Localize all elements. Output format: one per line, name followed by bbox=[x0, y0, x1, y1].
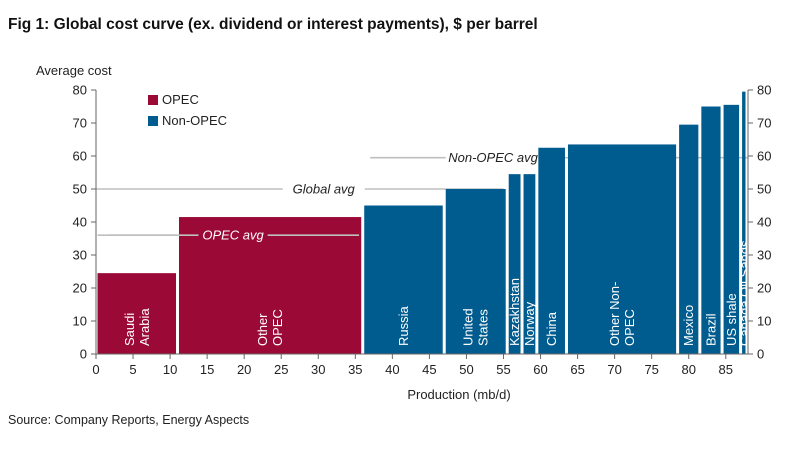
bar-label: Brazil bbox=[703, 313, 718, 346]
source-note: Source: Company Reports, Energy Aspects bbox=[8, 413, 250, 427]
y-tick-label: 70 bbox=[73, 116, 87, 131]
bar-canada-oil-sands bbox=[742, 91, 746, 355]
x-tick-label: 70 bbox=[607, 362, 621, 377]
figure-title: Fig 1: Global cost curve (ex. dividend o… bbox=[8, 16, 538, 33]
legend: OPEC Non-OPEC bbox=[148, 92, 227, 128]
bar-label: OPEC bbox=[622, 309, 637, 346]
bar-label: US shale bbox=[724, 293, 739, 346]
y-tick-label: 0 bbox=[80, 347, 87, 362]
bar-label: Russia bbox=[396, 305, 411, 346]
bar-other-opec bbox=[179, 217, 362, 354]
x-tick-label: 15 bbox=[200, 362, 214, 377]
bar-label: Other bbox=[255, 313, 270, 346]
bar-label: OPEC bbox=[270, 309, 285, 346]
bar-united-states bbox=[445, 189, 506, 354]
y-axis-label: Average cost bbox=[36, 63, 112, 78]
bar-label: United bbox=[461, 308, 476, 346]
x-tick-label: 60 bbox=[533, 362, 547, 377]
x-tick-label: 55 bbox=[496, 362, 510, 377]
x-tick-label: 75 bbox=[644, 362, 658, 377]
bar-us-shale bbox=[723, 104, 740, 354]
bar-norway bbox=[523, 174, 536, 354]
x-tick-label: 45 bbox=[422, 362, 436, 377]
y2-tick-label: 50 bbox=[757, 182, 771, 197]
legend-label-opec: OPEC bbox=[162, 92, 199, 107]
bar-label: Mexico bbox=[681, 305, 696, 346]
bar-label: China bbox=[544, 311, 559, 346]
bar-brazil bbox=[701, 106, 721, 354]
bar-label: States bbox=[476, 309, 491, 346]
y-tick-label: 10 bbox=[73, 314, 87, 329]
bar-kazakhstan bbox=[508, 174, 521, 354]
bar-label: Other Non- bbox=[607, 282, 622, 346]
y-tick-label: 30 bbox=[73, 248, 87, 263]
bar-saudi-arabia bbox=[97, 273, 176, 354]
x-tick-label: 85 bbox=[719, 362, 733, 377]
x-tick-label: 10 bbox=[163, 362, 177, 377]
y2-tick-label: 80 bbox=[757, 83, 771, 98]
y2-tick-label: 70 bbox=[757, 116, 771, 131]
y2-tick-label: 60 bbox=[757, 149, 771, 164]
bar-russia bbox=[364, 205, 443, 354]
y-tick-label: 20 bbox=[73, 281, 87, 296]
x-axis-label: Production (mb/d) bbox=[407, 387, 510, 402]
x-tick-label: 30 bbox=[311, 362, 325, 377]
y2-tick-label: 20 bbox=[757, 281, 771, 296]
y-tick-label: 80 bbox=[73, 83, 87, 98]
x-tick-label: 50 bbox=[459, 362, 473, 377]
y2-tick-label: 0 bbox=[757, 347, 764, 362]
y-tick-label: 60 bbox=[73, 149, 87, 164]
legend-swatch-opec bbox=[148, 95, 158, 105]
bar-label: Canada Oil Sands bbox=[737, 240, 752, 346]
x-tick-label: 65 bbox=[570, 362, 584, 377]
y-tick-label: 40 bbox=[73, 215, 87, 230]
y2-tick-label: 10 bbox=[757, 314, 771, 329]
x-tick-label: 35 bbox=[348, 362, 362, 377]
x-tick-label: 80 bbox=[681, 362, 695, 377]
x-tick-label: 5 bbox=[129, 362, 136, 377]
y-tick-label: 50 bbox=[73, 182, 87, 197]
x-tick-label: 20 bbox=[237, 362, 251, 377]
bar-label: Saudi bbox=[122, 313, 137, 346]
bar-mexico bbox=[679, 124, 699, 355]
bar-other-non-opec bbox=[567, 144, 677, 354]
bar-china bbox=[538, 147, 565, 354]
reference-line-label: Non-OPEC avg bbox=[448, 150, 538, 165]
x-tick-label: 25 bbox=[274, 362, 288, 377]
bar-label: Arabia bbox=[137, 308, 152, 346]
x-tick-label: 0 bbox=[92, 362, 99, 377]
bar-label: Norway bbox=[522, 301, 537, 346]
legend-label-nonopec: Non-OPEC bbox=[162, 113, 227, 128]
x-tick-label: 40 bbox=[385, 362, 399, 377]
y2-tick-label: 40 bbox=[757, 215, 771, 230]
reference-line-label: OPEC avg bbox=[202, 228, 264, 243]
legend-swatch-nonopec bbox=[148, 116, 158, 126]
bar-label: Kazakhstan bbox=[507, 278, 522, 346]
reference-line-label: Global avg bbox=[293, 182, 356, 197]
y2-tick-label: 30 bbox=[757, 248, 771, 263]
